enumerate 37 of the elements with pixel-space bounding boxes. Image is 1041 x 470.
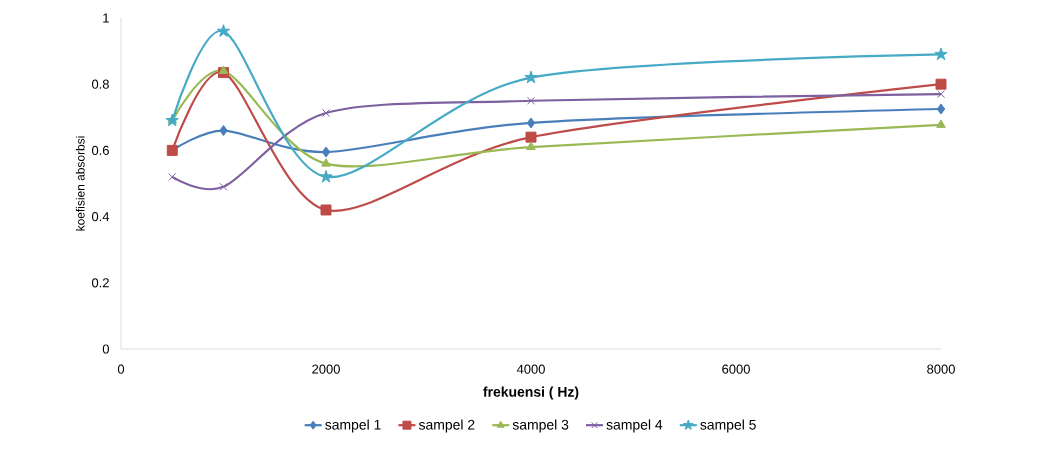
point <box>219 125 228 137</box>
x-tick-label: 6000 <box>722 364 750 374</box>
point <box>935 78 947 90</box>
point <box>526 96 536 105</box>
legend-label: sampel 1 <box>325 419 381 433</box>
x-tick-label: 4000 <box>516 364 545 374</box>
point <box>936 90 946 99</box>
y-tick-label: 0.4 <box>91 212 110 222</box>
point <box>526 117 536 129</box>
legend-label: sampel 3 <box>512 419 569 433</box>
y-tick-label: 0.6 <box>91 145 109 155</box>
y-tick-label: 0.8 <box>91 79 109 89</box>
point <box>321 158 331 167</box>
point <box>218 65 229 74</box>
legend-label: sampel 2 <box>418 419 475 433</box>
y-tick-label: 0 <box>102 344 109 354</box>
x-axis-title: frekuensi ( Hz) <box>483 386 579 400</box>
point <box>216 24 231 37</box>
point <box>168 172 177 181</box>
y-axis-title: koefisien absorbsi <box>75 136 85 231</box>
point <box>320 204 332 216</box>
point <box>526 141 536 151</box>
point <box>319 169 333 183</box>
x-tick-label: 8000 <box>927 364 955 374</box>
y-tick-label: 1 <box>103 13 109 23</box>
point <box>524 70 538 84</box>
point <box>936 103 946 115</box>
y-tick-label: 0.2 <box>91 278 109 288</box>
point <box>321 146 331 158</box>
x-tick-label: 0 <box>117 364 125 374</box>
point <box>219 182 228 191</box>
legend-label: sampel 4 <box>606 419 663 433</box>
legend-label: sampel 5 <box>700 419 756 433</box>
x-tick-label: 2000 <box>312 364 340 374</box>
point <box>934 47 948 61</box>
point <box>525 131 537 143</box>
point <box>936 119 946 128</box>
